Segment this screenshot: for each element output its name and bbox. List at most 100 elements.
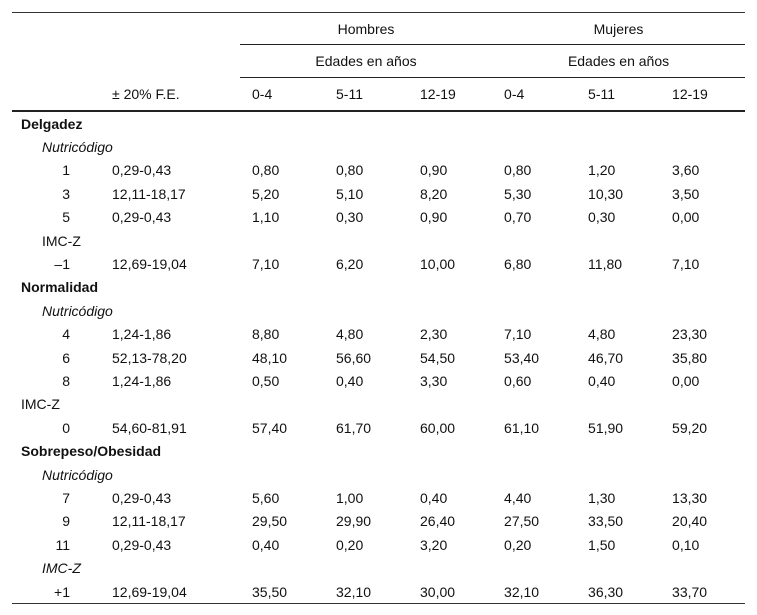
code-cell: 5	[62, 209, 70, 226]
data-row: 3 12,11-18,17 5,20 5,10 8,20 5,30 10,30 3,50	[12, 182, 745, 205]
value-cell: 54,50	[420, 349, 456, 366]
age-header: 5-11	[324, 77, 408, 112]
code-cell: 6	[62, 349, 70, 366]
subgroup-row: IMC-Z	[12, 393, 745, 416]
value-cell: 0,40	[420, 489, 448, 506]
subgroup-row: Nutricódigo	[12, 299, 745, 322]
subgroup-row: Nutricódigo	[12, 463, 745, 486]
group-header: Hombres	[240, 12, 493, 45]
value-cell: 35,80	[672, 349, 708, 366]
data-row: 8 1,24-1,86 0,50 0,40 3,30 0,60 0,40 0,00	[12, 369, 745, 392]
value-cell: 33,50	[588, 513, 624, 530]
subgroup-title: Nutricódigo	[42, 466, 113, 483]
fe-cell: 12,11-18,17	[112, 513, 186, 530]
value-cell: 0,40	[336, 372, 364, 389]
data-row: 11 0,29-0,43 0,40 0,20 3,20 0,20 1,50 0,10	[12, 533, 745, 556]
data-row: 6 52,13-78,20 48,10 56,60 54,50 53,40 46,70 35,…	[12, 346, 745, 369]
value-cell: 51,90	[588, 419, 624, 436]
data-row: –1 12,69-19,04 7,10 6,20 10,00 6,80 11,80 7,10	[12, 252, 745, 275]
code-cell: 0	[62, 419, 70, 436]
value-cell: 27,50	[504, 513, 540, 530]
subgroup-title: IMC-Z	[42, 560, 81, 577]
section-title: Sobrepeso/Obesidad	[21, 443, 162, 460]
table-body: Hombres Mujeres Edades en años Edades en…	[12, 12, 746, 604]
value-cell: 46,70	[588, 349, 624, 366]
value-cell: 30,00	[420, 583, 456, 600]
group-subtitle: Edades en años	[240, 44, 493, 78]
value-cell: 8,20	[420, 185, 448, 202]
code-cell: 8	[62, 372, 70, 389]
value-cell: 32,10	[504, 583, 540, 600]
value-cell: 5,10	[336, 185, 364, 202]
value-cell: 0,00	[672, 209, 700, 226]
value-cell: 13,30	[672, 489, 708, 506]
subgroup-title: IMC-Z	[21, 396, 60, 413]
value-cell: 61,70	[336, 419, 372, 436]
header-row: ± 20% F.E. 0-4 5-11 12-19 0-4 5-11 12-19	[12, 77, 746, 112]
value-cell: 10,30	[588, 185, 624, 202]
value-cell: 29,50	[252, 513, 288, 530]
value-cell: 6,20	[336, 256, 364, 273]
value-cell: 20,40	[672, 513, 708, 530]
value-cell: 0,60	[504, 372, 532, 389]
section-title: Delgadez	[21, 115, 83, 132]
value-cell: 32,10	[336, 583, 372, 600]
subgroup-row: IMC-Z	[12, 556, 745, 579]
value-cell: 10,00	[420, 256, 456, 273]
code-cell: 4	[62, 326, 70, 343]
value-cell: 0,80	[504, 162, 532, 179]
code-cell: –1	[54, 256, 70, 273]
value-cell: 60,00	[420, 419, 456, 436]
value-cell: 6,80	[504, 256, 532, 273]
value-cell: 0,90	[420, 162, 448, 179]
data-row: 4 1,24-1,86 8,80 4,80 2,30 7,10 4,80 23,30	[12, 323, 745, 346]
data-row: 0 54,60-81,91 57,40 61,70 60,00 61,10 51,90 59,…	[12, 416, 745, 439]
value-cell: 0,10	[672, 536, 700, 553]
age-header: 0-4	[240, 77, 324, 112]
fe-cell: 52,13-78,20	[112, 349, 187, 366]
code-cell: +1	[54, 583, 70, 600]
fe-cell: 0,29-0,43	[112, 209, 172, 226]
fe-cell: 1,24-1,86	[112, 326, 172, 343]
code-cell: 7	[62, 489, 70, 506]
value-cell: 33,70	[672, 583, 708, 600]
value-cell: 48,10	[252, 349, 288, 366]
value-cell: 0,20	[504, 536, 532, 553]
age-header: 0-4	[492, 77, 577, 112]
value-cell: 53,40	[504, 349, 540, 366]
age-header: 12-19	[660, 77, 746, 112]
value-cell: 3,60	[672, 162, 700, 179]
value-cell: 0,30	[336, 209, 364, 226]
header-row: Edades en años Edades en años	[12, 44, 746, 78]
value-cell: 1,10	[252, 209, 280, 226]
code-cell: 11	[55, 536, 70, 553]
fe-cell: 12,69-19,04	[112, 583, 187, 600]
section-row: Delgadez	[12, 111, 745, 135]
group-subtitle: Edades en años	[492, 44, 746, 78]
value-cell: 11,80	[588, 256, 623, 273]
value-cell: 1,20	[588, 162, 616, 179]
value-cell: 1,30	[588, 489, 616, 506]
value-cell: 23,30	[672, 326, 708, 343]
value-cell: 0,80	[252, 162, 280, 179]
subgroup-title: Nutricódigo	[42, 302, 113, 319]
data-row: 5 0,29-0,43 1,10 0,30 0,90 0,70 0,30 0,00	[12, 206, 745, 229]
fe-cell: 12,11-18,17	[112, 185, 186, 202]
value-cell: 59,20	[672, 419, 708, 436]
value-cell: 0,90	[420, 209, 448, 226]
value-cell: 7,10	[672, 256, 700, 273]
section-title: Normalidad	[21, 279, 99, 296]
value-cell: 35,50	[252, 583, 288, 600]
value-cell: 0,30	[588, 209, 616, 226]
data-table: Hombres Mujeres Edades en años Edades en…	[12, 12, 746, 605]
code-cell: 1	[62, 162, 70, 179]
value-cell: 0,40	[252, 536, 280, 553]
group-header: Mujeres	[492, 12, 746, 45]
value-cell: 0,50	[252, 372, 280, 389]
value-cell: 5,60	[252, 489, 280, 506]
value-cell: 0,70	[504, 209, 532, 226]
value-cell: 26,40	[420, 513, 456, 530]
subgroup-row: Nutricódigo	[12, 135, 745, 158]
value-cell: 0,40	[588, 372, 616, 389]
